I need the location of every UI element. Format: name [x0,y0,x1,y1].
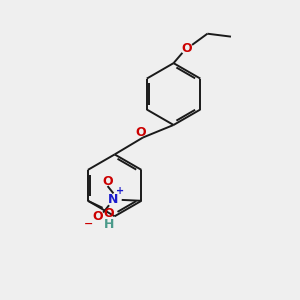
Text: +: + [116,186,124,196]
Text: O: O [102,175,113,188]
Text: O: O [182,42,192,55]
Text: O: O [92,211,103,224]
Text: −: − [84,218,94,229]
Text: H: H [104,218,114,231]
Text: N: N [108,193,119,206]
Text: O: O [135,126,146,139]
Text: O: O [104,207,114,220]
